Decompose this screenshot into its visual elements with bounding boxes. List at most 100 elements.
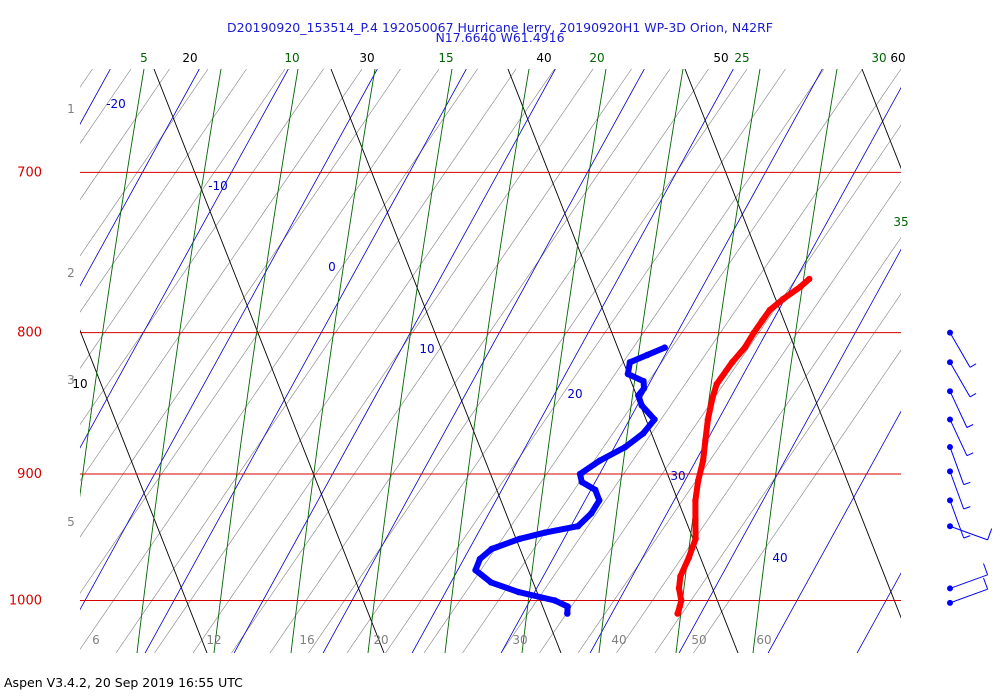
wind-barb-flag <box>987 528 993 541</box>
temperature-point <box>702 437 709 444</box>
temperature-point <box>741 344 748 351</box>
temperature-point <box>729 359 736 366</box>
isotherm-label: -10 <box>208 179 228 193</box>
dewpoint-point <box>487 579 495 586</box>
pressure-label: 700 <box>17 165 42 180</box>
moist-adiabat-label: 20 <box>589 51 604 65</box>
dewpoint-point <box>635 392 642 399</box>
temperature-point <box>676 603 683 610</box>
mixing-ratio-line <box>80 69 132 144</box>
moist-adiabat-label: 35 <box>893 215 908 229</box>
dewpoint-point <box>651 416 658 423</box>
moist-adiabat-label: 30 <box>871 51 886 65</box>
dewpoint-point <box>624 370 632 378</box>
moist-adiabat-line <box>80 69 145 498</box>
moist-adiabat-label: 5 <box>140 51 148 65</box>
wind-barb <box>947 329 977 368</box>
moist-adiabat-line <box>0 69 67 653</box>
moist-adiabat-line <box>136 69 222 653</box>
isotherm-line <box>80 69 289 449</box>
isotherm-line <box>144 69 467 653</box>
temperature-point <box>759 317 766 324</box>
left-scale-label: 2 <box>67 266 75 280</box>
dry-adiabat-line <box>80 329 208 653</box>
dry-adiabat-label: 60 <box>890 51 905 65</box>
isotherm-line <box>767 410 901 653</box>
mixing-ratio-line <box>80 69 440 594</box>
isotherm-line <box>500 69 823 653</box>
dewpoint-point <box>551 597 559 604</box>
dewpoint-point <box>596 497 603 504</box>
wind-barb-shaft <box>949 574 988 589</box>
dewpoint-point <box>516 535 523 543</box>
isotherm-line <box>856 572 901 653</box>
moist-adiabat-label: 25 <box>734 51 749 65</box>
mixing-ratio-label: 6 <box>92 633 100 647</box>
mixing-ratio-line <box>346 69 748 653</box>
dewpoint-point <box>588 510 595 517</box>
mixing-ratio-line <box>693 349 901 653</box>
dewpoint-point <box>488 545 495 553</box>
dry-adiabat-line <box>0 69 30 653</box>
isotherm-label: 10 <box>419 342 434 356</box>
moist-adiabat-line <box>290 69 376 653</box>
mixing-ratio-line <box>80 69 247 313</box>
dewpoint-point <box>626 359 634 366</box>
mixing-ratio-line <box>115 69 517 653</box>
mixing-ratio-line <box>0 69 16 653</box>
left-scale-label: 1 <box>67 102 75 116</box>
left-scale-label: 3 <box>67 373 75 387</box>
mixing-ratio-line <box>500 69 901 653</box>
mixing-ratio-line <box>0 69 54 653</box>
dry-adiabat-line <box>507 69 739 653</box>
temperature-point <box>704 416 712 423</box>
wind-barb-shaft <box>949 332 971 368</box>
mixing-ratio-line <box>269 69 671 653</box>
mixing-ratio-label: 30 <box>512 633 527 647</box>
mixing-ratio-line <box>80 69 363 482</box>
mixing-ratio-label: 60 <box>756 633 771 647</box>
isotherm-line <box>80 69 111 125</box>
background-grid <box>0 69 901 653</box>
dewpoint-point <box>574 523 582 530</box>
dry-adiabat-line <box>861 69 901 170</box>
wind-barb-flag <box>983 577 989 590</box>
moist-adiabat-label: 15 <box>438 51 453 65</box>
mixing-ratio-line <box>154 69 555 653</box>
temperature-point <box>709 395 716 402</box>
wind-barb-flag <box>963 481 971 486</box>
left-scale-label: 5 <box>67 515 75 529</box>
wind-barb-shaft <box>949 525 988 541</box>
wind-barb <box>947 416 974 457</box>
mixing-ratio-label: 20 <box>373 633 388 647</box>
temperature-point <box>779 296 787 303</box>
mixing-ratio-line <box>423 69 825 653</box>
mixing-ratio-line <box>539 124 901 653</box>
isotherm-line <box>411 69 734 653</box>
dewpoint-point <box>578 478 585 486</box>
temperature-point <box>806 275 813 283</box>
wind-barb-flag <box>966 424 974 428</box>
isotherm-label: 0 <box>328 260 336 274</box>
dewpoint-point <box>640 385 648 392</box>
wind-barb-shaft <box>949 471 965 510</box>
dewpoint-point <box>472 566 479 574</box>
moist-adiabat-line <box>367 69 453 653</box>
dry-adiabat-label: 30 <box>359 51 374 65</box>
dry-adiabat-line <box>330 69 562 653</box>
wind-barb <box>947 359 977 398</box>
temperature-point <box>797 283 804 290</box>
temperature-point <box>678 597 685 604</box>
mixing-ratio-label: 12 <box>206 633 221 647</box>
moist-adiabat-line <box>752 69 838 653</box>
dewpoint-point <box>621 443 629 451</box>
mixing-ratio-line <box>80 69 324 426</box>
temperature-point <box>766 306 774 314</box>
dry-adiabat-label: 50 <box>713 51 728 65</box>
sounding-profiles <box>472 275 813 617</box>
dry-adiabat-label: 40 <box>536 51 551 65</box>
wind-barb <box>947 523 993 541</box>
mixing-ratio-line <box>231 69 632 653</box>
dry-adiabat-label: 20 <box>182 51 197 65</box>
